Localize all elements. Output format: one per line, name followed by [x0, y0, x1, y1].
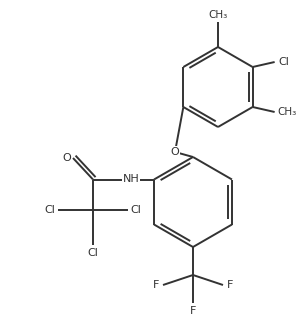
Text: F: F — [153, 280, 159, 290]
Text: Cl: Cl — [45, 205, 56, 215]
Text: Cl: Cl — [130, 205, 142, 215]
Text: Cl: Cl — [87, 248, 99, 258]
Text: O: O — [63, 153, 71, 163]
Text: CH₃: CH₃ — [277, 107, 296, 117]
Text: NH: NH — [123, 175, 139, 184]
Text: F: F — [190, 306, 196, 316]
Text: Cl: Cl — [278, 57, 289, 67]
Text: F: F — [227, 280, 233, 290]
Text: O: O — [171, 147, 179, 157]
Text: CH₃: CH₃ — [208, 10, 227, 20]
